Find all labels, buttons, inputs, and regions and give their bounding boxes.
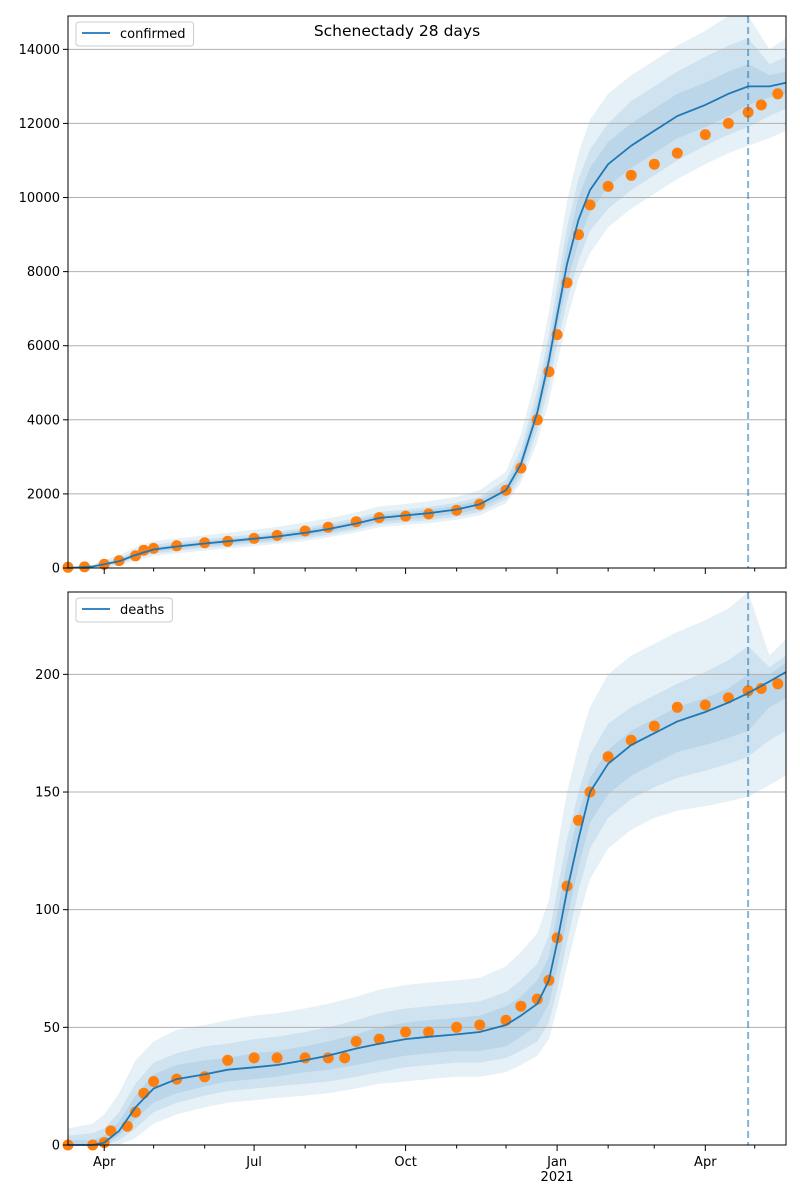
confirmed-uncertainty-bands — [68, 16, 786, 568]
observed-point — [561, 880, 573, 892]
observed-point — [772, 678, 784, 690]
x-tick-label: Oct — [394, 1155, 416, 1170]
y-tick-label: 200 — [35, 668, 60, 683]
observed-point — [755, 99, 767, 111]
observed-point — [699, 699, 711, 711]
x-tick-label: Jul — [245, 1155, 262, 1170]
confirmed-model-line — [67, 81, 787, 569]
observed-point — [105, 1125, 117, 1137]
deaths-y-axis: 0 50 100 150 200 — [35, 668, 68, 1154]
observed-point — [248, 1052, 260, 1064]
y-tick-label: 10000 — [19, 191, 60, 206]
observed-point — [271, 529, 283, 541]
y-tick-label: 0 — [52, 562, 60, 577]
y-tick-label: 0 — [52, 1139, 60, 1154]
observed-point — [222, 1054, 234, 1066]
observed-point — [474, 1019, 486, 1031]
observed-point — [722, 117, 734, 129]
confirmed-x-axis — [103, 568, 756, 574]
y-tick-label: 100 — [35, 903, 60, 918]
observed-point — [742, 106, 754, 118]
y-tick-label: 150 — [35, 786, 60, 801]
deaths-uncertainty-bands — [68, 592, 786, 1145]
observed-point — [699, 129, 711, 141]
y-tick-label: 6000 — [27, 339, 60, 354]
observed-point — [322, 521, 334, 533]
observed-point — [299, 525, 311, 537]
y-tick-label: 50 — [43, 1021, 60, 1036]
band-outer — [68, 16, 786, 568]
band-inner — [68, 64, 786, 568]
y-tick-label: 2000 — [27, 487, 60, 502]
observed-point — [423, 1026, 435, 1038]
observed-point — [138, 1087, 150, 1099]
legend-label: deaths — [120, 603, 165, 618]
observed-point — [148, 1076, 160, 1087]
band-middle — [68, 38, 786, 568]
confirmed-y-axis: 0 2000 4000 6000 8000 10000 12000 14000 — [19, 43, 68, 577]
band-middle — [68, 646, 786, 1145]
observed-point — [373, 1033, 385, 1045]
observed-point — [648, 158, 660, 170]
chart-title: Schenectady 28 days — [314, 22, 480, 40]
observed-point — [339, 1052, 351, 1064]
observed-point — [625, 169, 637, 181]
y-tick-label: 14000 — [19, 43, 60, 58]
x-tick-label: Apr — [694, 1155, 717, 1170]
observed-point — [755, 683, 767, 694]
confirmed-gridlines — [68, 48, 786, 495]
observed-point — [573, 814, 584, 826]
observed-point — [451, 1021, 463, 1033]
y-tick-label: 4000 — [27, 413, 60, 428]
y-tick-label: 8000 — [27, 265, 60, 280]
observed-point — [350, 1036, 362, 1047]
y-tick-label: 12000 — [19, 117, 60, 132]
deaths-model-line — [68, 671, 787, 1146]
observed-point — [130, 1106, 141, 1118]
observed-point — [671, 701, 683, 713]
confirmed-axes-frame — [67, 15, 787, 569]
observed-point — [584, 199, 596, 211]
observed-point — [271, 1052, 283, 1064]
x-tick-label: 2021 — [541, 1170, 574, 1185]
legend-box — [75, 597, 173, 623]
deaths-legend: deaths — [75, 597, 173, 623]
deaths-axes-frame — [67, 591, 787, 1146]
confirmed-legend: confirmed — [75, 21, 195, 47]
confirmed-panel: 0 2000 4000 6000 8000 10000 12000 14000 confirm… — [19, 15, 787, 577]
legend-box — [75, 21, 195, 47]
x-tick-label: Jan — [546, 1155, 567, 1170]
observed-point — [602, 751, 614, 763]
observed-point — [602, 180, 614, 192]
observed-point — [648, 720, 660, 732]
observed-point — [400, 1026, 412, 1038]
observed-point — [515, 1000, 527, 1012]
observed-point — [671, 147, 683, 159]
legend-label: confirmed — [120, 27, 186, 42]
observed-point — [772, 88, 784, 100]
band-inner — [68, 662, 786, 1145]
band-outer — [68, 592, 786, 1145]
x-tick-label: Apr — [93, 1155, 116, 1170]
